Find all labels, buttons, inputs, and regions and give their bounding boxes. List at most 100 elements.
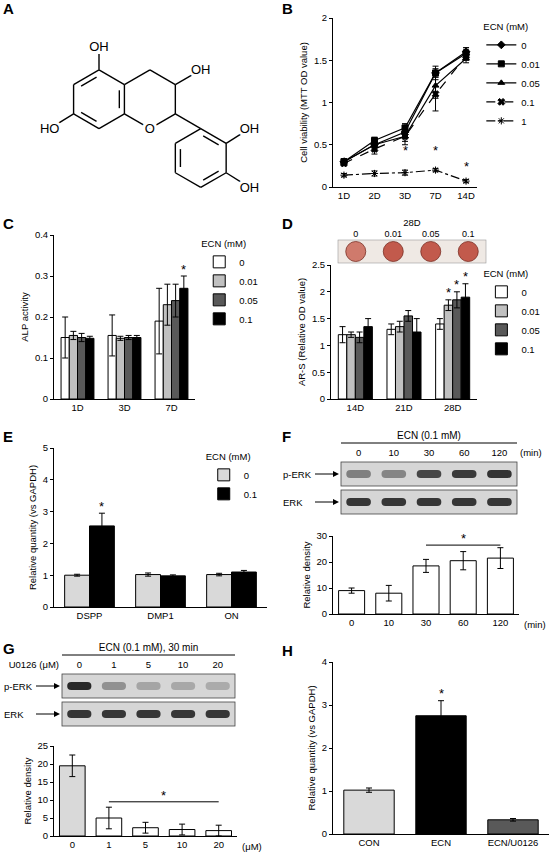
svg-text:28D: 28D bbox=[444, 402, 462, 413]
svg-text:0.1: 0.1 bbox=[521, 344, 534, 355]
svg-text:0: 0 bbox=[521, 287, 526, 298]
svg-text:0.2: 0.2 bbox=[35, 311, 48, 322]
svg-text:1D: 1D bbox=[71, 402, 83, 413]
svg-text:1: 1 bbox=[43, 570, 48, 581]
svg-text:*: * bbox=[403, 143, 408, 158]
svg-text:1: 1 bbox=[111, 659, 116, 670]
svg-text:4: 4 bbox=[43, 474, 48, 485]
svg-text:1.5: 1.5 bbox=[312, 313, 325, 324]
svg-text:30: 30 bbox=[421, 617, 432, 628]
svg-text:1D: 1D bbox=[338, 190, 350, 201]
svg-text:*: * bbox=[439, 686, 444, 701]
svg-text:0: 0 bbox=[244, 470, 249, 481]
svg-text:O: O bbox=[145, 121, 155, 136]
svg-text:*: * bbox=[161, 788, 166, 803]
svg-text:0: 0 bbox=[43, 393, 48, 404]
svg-text:*: * bbox=[181, 262, 186, 277]
svg-text:10: 10 bbox=[384, 617, 395, 628]
svg-text:0.01: 0.01 bbox=[521, 306, 540, 317]
svg-text:2D: 2D bbox=[368, 190, 380, 201]
svg-text:30: 30 bbox=[317, 530, 328, 541]
svg-text:U0126 (μM): U0126 (μM) bbox=[9, 659, 59, 670]
svg-text:0.4: 0.4 bbox=[35, 229, 48, 240]
svg-text:ON: ON bbox=[224, 610, 238, 621]
svg-text:0: 0 bbox=[322, 181, 327, 192]
svg-text:Relative quantity (vs GAPDH): Relative quantity (vs GAPDH) bbox=[27, 465, 38, 590]
svg-text:60: 60 bbox=[458, 617, 469, 628]
svg-text:Relative density: Relative density bbox=[22, 757, 33, 824]
svg-text:7D: 7D bbox=[429, 190, 441, 201]
svg-text:p-ERK: p-ERK bbox=[4, 681, 33, 692]
svg-text:p-ERK: p-ERK bbox=[283, 469, 312, 480]
svg-text:*: * bbox=[433, 143, 438, 158]
svg-text:1: 1 bbox=[322, 97, 327, 108]
svg-text:ERK: ERK bbox=[4, 709, 24, 720]
svg-text:2: 2 bbox=[322, 12, 327, 23]
svg-text:1: 1 bbox=[320, 340, 325, 351]
svg-text:0.01: 0.01 bbox=[239, 276, 257, 287]
svg-text:0: 0 bbox=[322, 608, 327, 619]
svg-text:10: 10 bbox=[177, 839, 188, 850]
svg-text:20: 20 bbox=[38, 758, 49, 769]
svg-text:0: 0 bbox=[349, 617, 354, 628]
svg-text:0: 0 bbox=[521, 40, 526, 51]
svg-text:0: 0 bbox=[356, 447, 361, 458]
svg-text:ECN/U0126: ECN/U0126 bbox=[488, 837, 539, 848]
svg-text:60: 60 bbox=[459, 447, 470, 458]
svg-text:OH: OH bbox=[191, 62, 211, 77]
svg-text:10: 10 bbox=[38, 794, 49, 805]
svg-text:CON: CON bbox=[358, 837, 379, 848]
svg-text:0.1: 0.1 bbox=[521, 97, 534, 108]
svg-text:30: 30 bbox=[424, 447, 435, 458]
svg-text:1: 1 bbox=[521, 116, 526, 127]
svg-text:0: 0 bbox=[320, 393, 325, 404]
svg-text:7D: 7D bbox=[165, 402, 177, 413]
svg-text:120: 120 bbox=[492, 617, 508, 628]
svg-text:0.5: 0.5 bbox=[312, 367, 325, 378]
svg-text:0.05: 0.05 bbox=[422, 229, 440, 239]
svg-text:0.05: 0.05 bbox=[239, 295, 257, 306]
svg-text:*: * bbox=[464, 159, 469, 174]
svg-text:28D: 28D bbox=[403, 217, 421, 228]
svg-text:(min): (min) bbox=[524, 619, 546, 630]
svg-text:1.5: 1.5 bbox=[314, 55, 327, 66]
svg-text:15: 15 bbox=[38, 776, 49, 787]
svg-text:10: 10 bbox=[178, 659, 189, 670]
svg-text:5: 5 bbox=[143, 839, 148, 850]
svg-text:*: * bbox=[461, 531, 466, 546]
svg-text:3: 3 bbox=[43, 506, 48, 517]
svg-text:10: 10 bbox=[389, 447, 400, 458]
svg-text:2: 2 bbox=[43, 538, 48, 549]
svg-text:ECN (0.1 mM), 30 min: ECN (0.1 mM), 30 min bbox=[99, 642, 198, 653]
svg-text:*: * bbox=[463, 269, 468, 284]
svg-text:ECN (mM): ECN (mM) bbox=[483, 21, 528, 32]
svg-text:14D: 14D bbox=[347, 402, 365, 413]
svg-text:5: 5 bbox=[43, 812, 48, 823]
svg-text:ECN (0.1 mM): ECN (0.1 mM) bbox=[397, 430, 461, 441]
svg-text:ECN (mM): ECN (mM) bbox=[483, 268, 528, 279]
svg-text:0.05: 0.05 bbox=[521, 78, 540, 89]
svg-text:AR-S (Relative OD value): AR-S (Relative OD value) bbox=[296, 278, 307, 386]
svg-text:0.5: 0.5 bbox=[314, 139, 327, 150]
svg-text:Relative density: Relative density bbox=[301, 541, 312, 608]
svg-text:5: 5 bbox=[43, 442, 48, 453]
svg-text:DSPP: DSPP bbox=[77, 610, 103, 621]
svg-text:0: 0 bbox=[353, 229, 358, 239]
svg-text:25: 25 bbox=[38, 740, 49, 751]
svg-text:120: 120 bbox=[491, 447, 507, 458]
svg-text:Relative quantity (vs GAPDH): Relative quantity (vs GAPDH) bbox=[306, 685, 317, 810]
svg-text:3D: 3D bbox=[118, 402, 130, 413]
svg-text:0.3: 0.3 bbox=[35, 270, 48, 281]
svg-text:3D: 3D bbox=[399, 190, 411, 201]
svg-text:*: * bbox=[446, 285, 451, 300]
svg-text:ALP activity: ALP activity bbox=[19, 292, 30, 342]
svg-text:OH: OH bbox=[89, 39, 109, 54]
svg-text:DMP1: DMP1 bbox=[147, 610, 173, 621]
svg-text:0: 0 bbox=[70, 839, 75, 850]
svg-text:2.5: 2.5 bbox=[312, 259, 325, 270]
svg-text:HO: HO bbox=[40, 121, 60, 136]
svg-text:0.1: 0.1 bbox=[462, 229, 475, 239]
svg-text:20: 20 bbox=[213, 839, 224, 850]
svg-text:0.1: 0.1 bbox=[239, 314, 252, 325]
svg-text:2: 2 bbox=[320, 286, 325, 297]
